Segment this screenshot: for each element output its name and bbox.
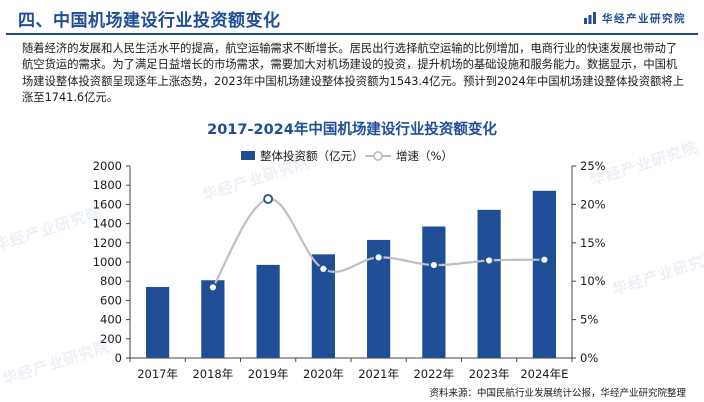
- y-left-tick-label: 800: [100, 274, 122, 288]
- x-tick-label: 2019年: [248, 367, 289, 381]
- y-right-tick-label: 15%: [580, 236, 606, 250]
- bar: [201, 280, 225, 358]
- x-tick-label: 2022年: [413, 367, 454, 381]
- y-axis-left: 0 200 400 600 800 1000 1200 1400 1600 1800 2000: [93, 159, 131, 365]
- bar: [256, 264, 280, 358]
- bar: [532, 190, 556, 358]
- growth-point: [207, 282, 218, 293]
- growth-point: [263, 194, 274, 204]
- y-left-tick-label: 600: [100, 293, 122, 307]
- legend-bar-swatch: [241, 151, 255, 160]
- y-left-tick-label: 2000: [93, 159, 122, 173]
- growth-point: [539, 254, 550, 265]
- bar: [146, 286, 170, 358]
- growth-point: [428, 260, 439, 270]
- y-right-tick-label: 0%: [580, 351, 598, 365]
- x-tick-label: 2020年: [303, 367, 344, 381]
- section-header: 四、中国机场建设行业投资额变化 华经产业研究院: [0, 0, 704, 36]
- y-right-tick-label: 25%: [580, 159, 606, 173]
- brand-name: 华经产业研究院: [602, 12, 686, 25]
- y-left-tick-label: 1600: [93, 197, 122, 211]
- bar: [422, 226, 446, 358]
- source-note: 资料来源：中国民航行业发展统计公报，华经产业研究院整理: [429, 388, 686, 399]
- y-left-tick-label: 1200: [93, 236, 122, 250]
- y-right-tick-label: 10%: [580, 274, 606, 288]
- bar-series: [146, 190, 556, 358]
- x-tick-label: 2021年: [358, 367, 399, 381]
- y-right-tick-label: 20%: [580, 197, 606, 211]
- brand-logo-icon: [584, 12, 596, 24]
- x-tick-label: 2023年: [469, 367, 510, 381]
- intro-paragraph: 随着经济的发展和人民生活水平的提高，航空运输需求不断增长。居民出行选择航空运输的…: [22, 42, 684, 104]
- y-left-tick-label: 1800: [93, 178, 122, 192]
- x-tick-label: 2024年E: [520, 367, 568, 381]
- bar: [367, 239, 391, 358]
- bar: [477, 209, 501, 358]
- legend-line-marker: [373, 151, 383, 161]
- legend-line-label: 增速（%）: [396, 149, 453, 163]
- y-left-tick-label: 400: [100, 313, 122, 327]
- growth-point: [484, 255, 495, 266]
- section-title: 四、中国机场建设行业投资额变化: [18, 11, 281, 31]
- growth-point: [373, 252, 384, 263]
- header-divider: [6, 33, 698, 35]
- legend: 整体投资额（亿元） 增速（%）: [241, 149, 453, 163]
- x-axis: 2017年 2018年 2019年 2020年 2021年 2022年 2023年 2024年…: [129, 357, 573, 381]
- legend-bar-label: 整体投资额（亿元）: [260, 149, 364, 163]
- y-right-tick-label: 5%: [580, 313, 598, 327]
- growth-point: [318, 264, 329, 274]
- line-series: [207, 194, 550, 293]
- chart-title: 2017-2024年中国机场建设行业投资额变化: [207, 122, 497, 138]
- brand: 华经产业研究院: [583, 9, 686, 27]
- x-tick-label: 2018年: [192, 367, 233, 381]
- bar: [311, 254, 335, 358]
- y-left-tick-label: 1400: [93, 217, 122, 231]
- y-left-tick-label: 0: [115, 351, 122, 365]
- y-left-tick-label: 1000: [93, 255, 122, 269]
- x-tick-label: 2017年: [137, 367, 178, 381]
- y-left-tick-label: 200: [100, 332, 122, 346]
- y-axis-right: 0% 5% 10% 15% 20% 25%: [571, 159, 606, 365]
